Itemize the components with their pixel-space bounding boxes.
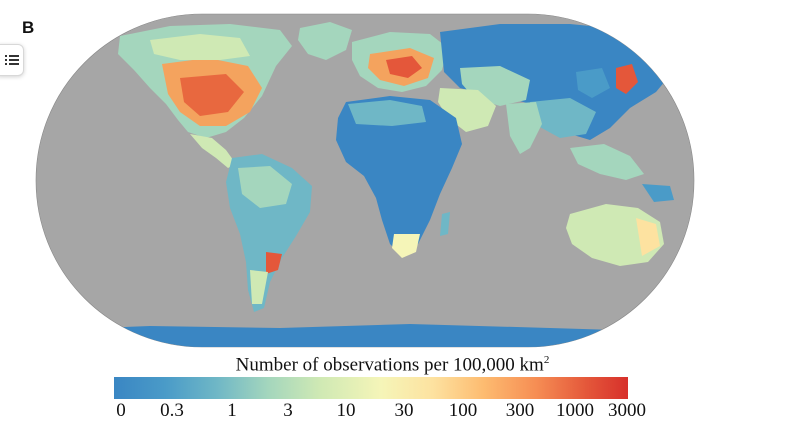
tick-label: 10: [336, 400, 356, 421]
greenland: [298, 22, 352, 60]
tick-label: 30: [394, 400, 414, 421]
tick-label: 1: [227, 400, 237, 421]
tick-label: 0: [116, 400, 126, 421]
asia: [440, 24, 676, 140]
tick-label: 3: [283, 400, 293, 421]
antarctica: [50, 324, 680, 347]
tick-label: 300: [505, 400, 535, 421]
legend-title-superscript: 2: [543, 354, 550, 366]
central-america: [190, 134, 236, 168]
color-bar-ticks: 0 0.3 1 3 10 30 100 300 1000 3000: [0, 400, 785, 430]
table-of-contents-button[interactable]: [0, 44, 24, 76]
tick-label: 100: [448, 400, 478, 421]
panel-letter: B: [22, 18, 35, 37]
legend-title: Number of observations per 100,000 km2: [0, 354, 785, 376]
list-icon: [5, 55, 19, 65]
world-map: [30, 8, 700, 353]
india: [506, 102, 542, 154]
color-bar: [114, 377, 628, 399]
tick-label: 0.3: [160, 400, 184, 421]
legend-title-text: Number of observations per 100,000 km: [235, 354, 544, 376]
tick-label: 1000: [556, 400, 594, 421]
tick-label: 3000: [608, 400, 646, 421]
africa: [336, 96, 462, 256]
